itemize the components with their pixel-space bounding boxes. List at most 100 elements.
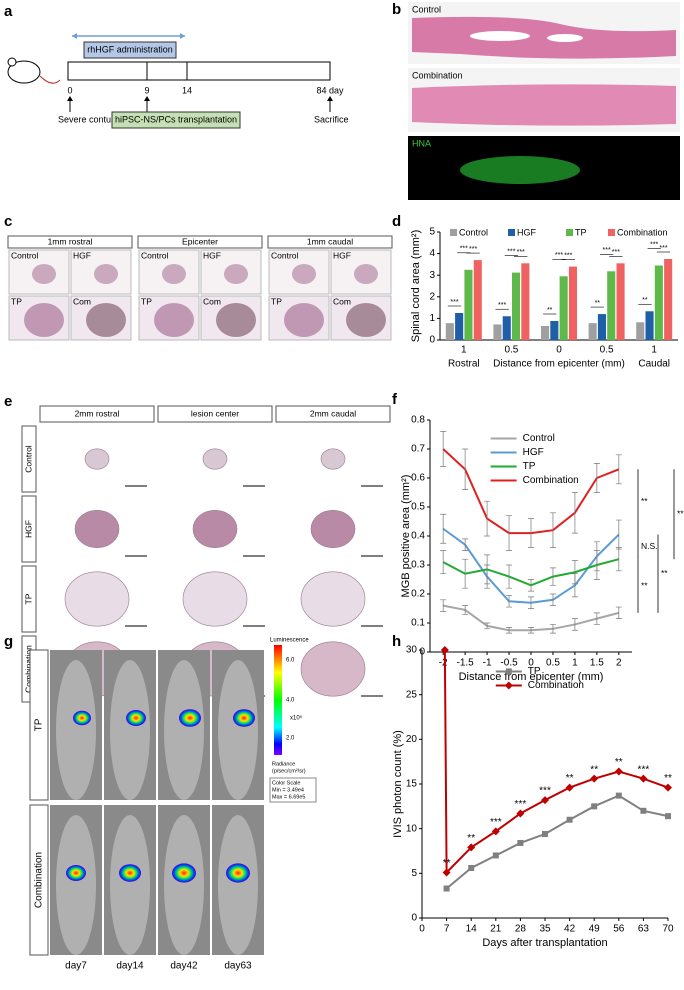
marker	[468, 864, 475, 871]
timeline-tick-label: 0	[67, 85, 72, 95]
section-label: Com	[73, 296, 91, 306]
marker	[491, 827, 500, 836]
section	[346, 303, 386, 337]
column-header	[267, 235, 393, 249]
significance-label: ***	[498, 302, 506, 309]
section	[24, 303, 64, 337]
section-label: HGF	[73, 250, 91, 260]
hna-signal	[460, 156, 580, 184]
timeline-bar	[67, 61, 331, 81]
x-tick-label: 0	[419, 924, 425, 935]
significance-label: **	[615, 757, 623, 768]
column-header-label: 1mm rostral	[48, 236, 93, 246]
y-tick-label: 30	[406, 645, 418, 656]
significance-label: ***	[515, 799, 527, 810]
section	[64, 571, 130, 627]
significance-label: **	[443, 858, 451, 869]
significance-label: ***	[564, 252, 572, 259]
error-bar	[593, 612, 600, 625]
error-bar	[528, 518, 534, 548]
bar	[493, 324, 502, 340]
y-tick-label: 0.6	[411, 473, 425, 484]
group-label: Caudal	[638, 359, 670, 370]
section	[320, 448, 346, 470]
tissue	[412, 16, 676, 59]
x-tick-label: 0	[528, 658, 534, 669]
y-tick-label: 0.7	[411, 444, 425, 455]
image-label: Combination	[412, 70, 463, 80]
cavity	[547, 34, 583, 42]
event-label: Severe contusion SCI	[58, 114, 145, 124]
image-label: Control	[412, 4, 441, 14]
section	[84, 448, 110, 470]
marker	[541, 796, 549, 805]
x-tick-label: 1	[572, 658, 578, 669]
error-bar	[549, 512, 556, 548]
y-tick-label: 25	[406, 689, 418, 700]
y-tick-label: 15	[406, 779, 418, 790]
x-tick-label: 0	[556, 345, 562, 356]
bar	[588, 323, 597, 340]
mouse-icon	[7, 60, 41, 84]
error-bar	[528, 579, 534, 592]
colorbar-radiance: Radiance	[272, 761, 295, 767]
mouse-ear	[7, 57, 17, 67]
x-tick-label: 0.5	[546, 658, 560, 669]
bar	[445, 323, 454, 340]
significance-label: **	[590, 764, 598, 775]
x-tick-label: -0.5	[500, 658, 518, 669]
marker	[442, 868, 451, 877]
signal	[66, 865, 86, 881]
section	[192, 509, 238, 548]
signal	[226, 863, 250, 883]
legend-label: HGF	[523, 447, 544, 458]
significance-label: ***	[650, 241, 658, 248]
significance-label: ***	[507, 248, 515, 255]
error-bar	[484, 500, 491, 537]
x-tick-label: 63	[638, 924, 650, 935]
panel-letter: h	[392, 633, 401, 650]
error-bar	[506, 515, 513, 551]
x-tick-label: 28	[515, 924, 527, 935]
row-header-label: Combination	[23, 645, 33, 693]
y-tick-label: 0.5	[411, 502, 425, 513]
colorbar-tick: 2.0	[286, 736, 295, 742]
signal	[126, 710, 146, 726]
error-bar	[528, 596, 534, 609]
error-bar	[615, 606, 622, 619]
section-label: TP	[271, 296, 282, 306]
y-axis-title: IVIS photon count (%)	[392, 730, 404, 838]
x-tick-label: 0.5	[504, 345, 518, 356]
significance-label: ***	[517, 249, 525, 256]
signal	[119, 864, 141, 882]
significance-label: ***	[659, 245, 667, 252]
panel-c: 1mm rostral Control HGF TP Com Epicenter Contr…	[7, 235, 393, 341]
panel-letter: b	[392, 1, 401, 18]
legend-label: Control	[459, 227, 488, 237]
mouse-body	[218, 815, 258, 955]
y-tick-label: 0	[429, 335, 435, 346]
row-header	[21, 495, 37, 563]
colorbar-tick: 4.0	[286, 698, 295, 704]
x-tick-label: 56	[613, 924, 625, 935]
significance-label: ***	[539, 786, 551, 797]
bar	[597, 314, 606, 340]
legend-swatch	[450, 229, 457, 236]
legend-label: Combination	[523, 475, 579, 486]
marker	[590, 774, 599, 783]
error-bar	[506, 595, 513, 608]
section-label: Control	[141, 250, 169, 260]
signal	[172, 863, 196, 883]
marker	[505, 668, 512, 675]
y-tick-label: 0	[411, 913, 417, 924]
comparison-label: **	[677, 509, 684, 519]
panel-letter: d	[392, 213, 401, 230]
bar	[521, 263, 530, 340]
significance-label: **	[547, 307, 553, 314]
row-header-label: TP	[23, 593, 33, 604]
column-header	[157, 405, 273, 423]
y-tick-label: 0.3	[411, 560, 425, 571]
mouse-body	[164, 815, 204, 955]
error-bar	[506, 627, 513, 634]
